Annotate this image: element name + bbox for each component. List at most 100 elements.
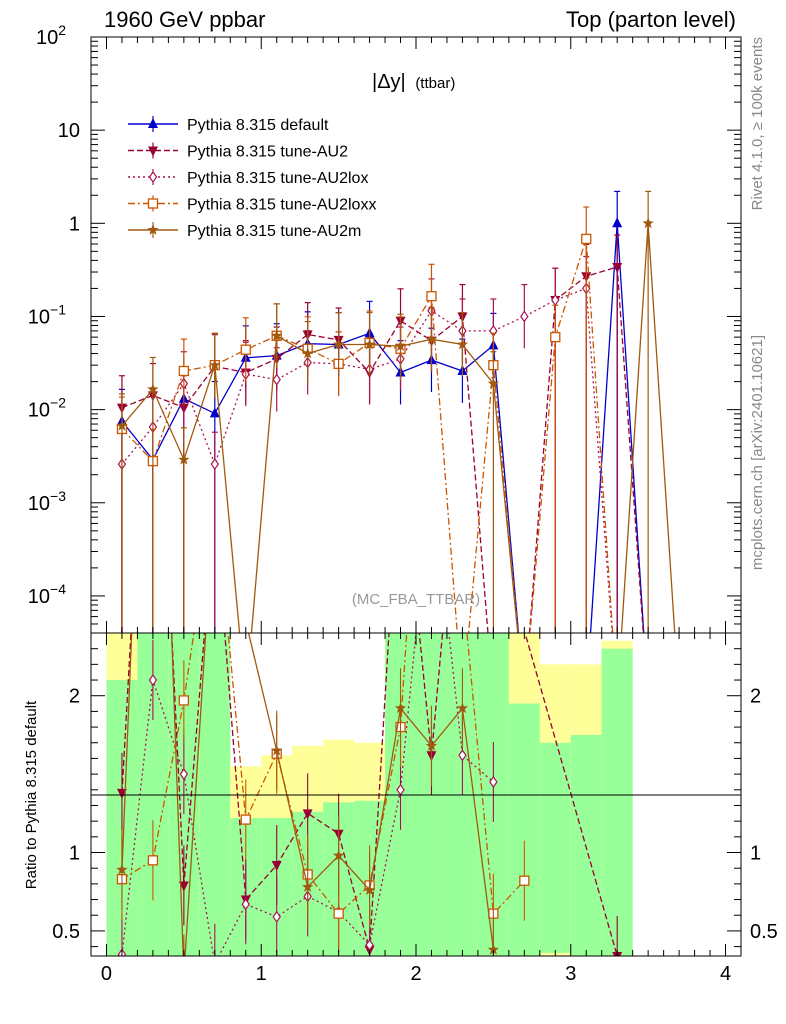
plot-title: |Δy| (ttbar) xyxy=(372,71,455,93)
ratio-point xyxy=(333,908,344,919)
ratio-point xyxy=(363,884,376,895)
header-left: 1960 GeV ppbar xyxy=(104,7,265,32)
mcplots-label: mcplots.cern.ch [arXiv:2401.10621] xyxy=(749,335,766,570)
y-tick-label: 10−4 xyxy=(28,581,66,608)
axes: 0 1 2 3 4 10−4 10−3 10−2 10−1 1 10 102 0.5 0.5 1 1 2 2 xyxy=(28,22,778,985)
ratio-point xyxy=(332,849,345,861)
plot-title-sub: (ttbar) xyxy=(415,75,455,92)
ratio-y-tick-label-right: 1 xyxy=(750,843,761,865)
ratio-point xyxy=(456,702,469,714)
ratio-point xyxy=(179,768,189,781)
data-point xyxy=(332,338,345,350)
ratio-point xyxy=(147,855,159,866)
series-star xyxy=(116,190,676,633)
ratio-y-tick-label-right: 0.5 xyxy=(750,921,778,943)
ratio-point xyxy=(458,749,467,762)
ratio-point xyxy=(427,252,436,261)
data-point xyxy=(209,359,221,370)
legend: Pythia 8.315 default Pythia 8.315 tune-AU… xyxy=(128,116,376,240)
data-point xyxy=(520,310,529,323)
legend-label: Pythia 8.315 tune-AU2loxx xyxy=(187,197,376,214)
series-triangle xyxy=(116,190,645,633)
data-point xyxy=(394,340,407,351)
y-tick-label: 10−2 xyxy=(28,395,66,422)
ratio-ylabel: Ratio to Pythia 8.315 default xyxy=(23,700,40,889)
legend-label: Pythia 8.315 tune-AU2m xyxy=(187,223,361,240)
data-point xyxy=(612,262,623,273)
data-point xyxy=(210,458,220,471)
data-point xyxy=(426,291,437,302)
legend-marker xyxy=(148,146,158,157)
y-tick-label: 10−3 xyxy=(28,488,66,515)
x-tick-label: 3 xyxy=(565,963,576,985)
ratio-y-tick-label: 0.5 xyxy=(52,921,80,943)
rivet-label: Rivet 4.1.0, ≥ 100k events xyxy=(749,37,766,210)
data-point xyxy=(209,407,220,418)
x-tick-label: 4 xyxy=(720,963,731,985)
data-point xyxy=(240,344,251,355)
ratio-point xyxy=(178,695,190,706)
y-tick-exponent: −3 xyxy=(50,488,66,504)
legend-marker xyxy=(148,118,158,128)
data-point xyxy=(581,233,592,245)
main-data xyxy=(116,190,676,633)
data-point xyxy=(271,329,283,341)
ratio-point xyxy=(489,775,498,789)
ratio-point xyxy=(271,861,282,872)
ratio-point xyxy=(487,943,500,955)
ratio-point xyxy=(428,471,435,481)
ratio-line xyxy=(121,633,495,956)
y-tick-label: 10 xyxy=(58,120,80,142)
ratio-point xyxy=(396,441,406,451)
legend-label: Pythia 8.315 tune-AU2 xyxy=(187,144,348,161)
ratio-point xyxy=(148,673,158,687)
ratio-point xyxy=(148,237,158,247)
ratio-point xyxy=(241,898,250,911)
data-point xyxy=(178,365,190,377)
ratio-point xyxy=(302,881,314,892)
data-point xyxy=(612,217,623,228)
green-band-bin xyxy=(601,648,633,956)
data-point xyxy=(550,331,561,343)
ratio-point xyxy=(178,969,189,980)
ratio-point xyxy=(178,881,189,892)
y-tick-label: 1 xyxy=(69,213,80,235)
x-tick-label: 1 xyxy=(256,963,267,985)
legend-marker xyxy=(148,170,158,184)
series-square xyxy=(116,206,614,633)
ratio-point xyxy=(425,739,438,751)
ratio-point xyxy=(272,910,281,923)
y-tick-exponent: 2 xyxy=(58,22,66,38)
y-tick-label: 102 xyxy=(36,22,66,49)
data-point xyxy=(487,377,500,389)
data-point xyxy=(302,347,314,359)
legend-label: Pythia 8.315 default xyxy=(187,117,329,134)
ratio-point xyxy=(271,744,283,756)
x-tick-label: 0 xyxy=(101,963,112,985)
data-point xyxy=(272,373,281,386)
data-point xyxy=(642,217,654,229)
legend-marker xyxy=(147,224,159,235)
ratio-point xyxy=(116,863,128,875)
data-point xyxy=(456,338,469,350)
data-point xyxy=(425,333,438,345)
ratio-point xyxy=(211,959,218,969)
y-tick-exponent: −1 xyxy=(50,301,66,317)
ratio-series-star xyxy=(116,633,500,980)
series-triangle-down xyxy=(116,234,644,633)
ratio-point xyxy=(116,788,127,799)
header-right: Top (parton level) xyxy=(566,7,736,32)
legend-label: Pythia 8.315 tune-AU2lox xyxy=(187,170,368,187)
ratio-y-tick-label-right: 2 xyxy=(750,686,761,708)
ratio-y-tick-label: 2 xyxy=(69,686,80,708)
plot-title-main: |Δy| xyxy=(372,71,406,93)
data-point xyxy=(363,338,376,350)
analysis-watermark: (MC_FBA_TTBAR) xyxy=(352,591,480,608)
ratio-point xyxy=(240,814,251,825)
ratio-point xyxy=(302,809,313,820)
y-tick-label: 10−1 xyxy=(28,301,66,328)
ratio-point xyxy=(457,409,467,419)
data-point xyxy=(147,383,159,395)
data-point xyxy=(178,453,190,465)
